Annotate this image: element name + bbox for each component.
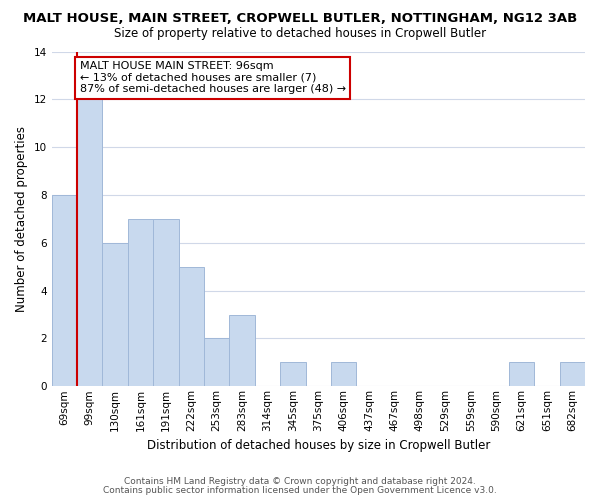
Bar — [560, 362, 585, 386]
Bar — [77, 100, 103, 387]
Bar — [128, 219, 153, 386]
Bar — [179, 266, 204, 386]
Text: Contains public sector information licensed under the Open Government Licence v3: Contains public sector information licen… — [103, 486, 497, 495]
Bar — [331, 362, 356, 386]
Text: Contains HM Land Registry data © Crown copyright and database right 2024.: Contains HM Land Registry data © Crown c… — [124, 477, 476, 486]
Y-axis label: Number of detached properties: Number of detached properties — [15, 126, 28, 312]
Bar — [103, 243, 128, 386]
Bar — [153, 219, 179, 386]
Bar — [52, 195, 77, 386]
Text: MALT HOUSE MAIN STREET: 96sqm
← 13% of detached houses are smaller (7)
87% of se: MALT HOUSE MAIN STREET: 96sqm ← 13% of d… — [80, 61, 346, 94]
Bar — [229, 314, 255, 386]
Text: Size of property relative to detached houses in Cropwell Butler: Size of property relative to detached ho… — [114, 28, 486, 40]
Text: MALT HOUSE, MAIN STREET, CROPWELL BUTLER, NOTTINGHAM, NG12 3AB: MALT HOUSE, MAIN STREET, CROPWELL BUTLER… — [23, 12, 577, 26]
X-axis label: Distribution of detached houses by size in Cropwell Butler: Distribution of detached houses by size … — [146, 440, 490, 452]
Bar — [204, 338, 229, 386]
Bar — [280, 362, 305, 386]
Bar — [509, 362, 534, 386]
